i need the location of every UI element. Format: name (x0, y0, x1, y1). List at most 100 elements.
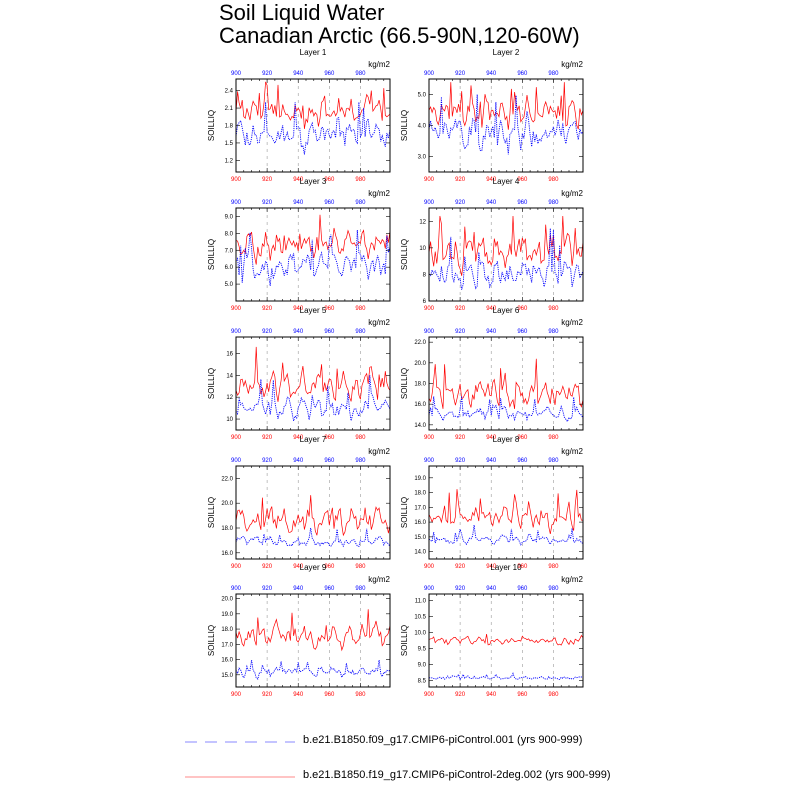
layer-5-series-red (235, 346, 391, 402)
layer-3-xtick-label-bottom: 900 (231, 306, 242, 312)
layer-2-xtick-label-bottom: 980 (548, 177, 559, 183)
layer-8-xtick-label-bottom: 940 (486, 564, 497, 570)
layer-5-xtick-label-top: 980 (355, 329, 366, 335)
layer-3-panel-title: Layer 3 (300, 177, 327, 186)
layer-8-ytick-label: 14.0 (414, 550, 426, 556)
layer-2-xtick-label-top: 920 (455, 71, 466, 77)
layer-2-xtick-label-bottom: 900 (424, 177, 435, 183)
layer-7-ylabel: SOILLIQ (207, 497, 216, 528)
layer-7-xtick-label-top: 960 (324, 458, 335, 464)
layer-1-xtick-label-bottom: 980 (355, 177, 366, 183)
layer-4-ytick-label: 6 (423, 299, 427, 305)
layer-1-xtick-label-bottom: 920 (262, 177, 273, 183)
layer-5-xtick-label-top: 900 (231, 329, 242, 335)
layer-5-ytick-label: 14 (226, 373, 233, 379)
layer-3-xtick-label-top: 960 (324, 200, 335, 206)
layer-10-xtick-label-bottom: 960 (517, 692, 528, 698)
layer-6-series-red (428, 358, 584, 409)
layer-9-ytick-label: 16.0 (221, 658, 233, 664)
layer-5-series-blue (235, 375, 391, 422)
layer-9-xtick-label-bottom: 920 (262, 692, 273, 698)
layer-6-xtick-label-top: 980 (548, 329, 559, 335)
layer-2-xtick-label-top: 960 (517, 71, 528, 77)
layer-3-xtick-label-bottom: 980 (355, 306, 366, 312)
layer-4-ytick-label: 12 (419, 219, 426, 225)
layer-1-xtick-label-top: 940 (293, 71, 304, 77)
layer-1-ytick-label: 1.5 (225, 141, 234, 147)
layer-4-xtick-label-top: 920 (455, 200, 466, 206)
layer-8-panel-title: Layer 8 (493, 435, 520, 444)
layer-4-units-label: kg/m2 (561, 189, 583, 198)
layer-9-plot-frame (235, 593, 391, 688)
layer-5-panel-title: Layer 5 (300, 306, 327, 315)
layer-4-xtick-label-bottom: 920 (455, 306, 466, 312)
layer-10-panel-title: Layer 10 (490, 563, 522, 572)
layer-6-ytick-label: 22.0 (414, 340, 426, 346)
layer-8-ytick-label: 15.0 (414, 535, 426, 541)
layer-3-ytick-label: 9.0 (225, 214, 234, 220)
layer-1-xtick-label-bottom: 940 (293, 177, 304, 183)
layer-4-series-red (428, 215, 584, 276)
layer-2-xtick-label-top: 980 (548, 71, 559, 77)
layer-9-xtick-label-top: 960 (324, 586, 335, 592)
layer-3-xtick-label-top: 920 (262, 200, 273, 206)
layer-8-ytick-label: 16.0 (414, 520, 426, 526)
layer-7-xtick-label-top: 980 (355, 458, 366, 464)
layer-2-ylabel: SOILLIQ (400, 110, 409, 141)
layer-6-series-blue (428, 396, 584, 423)
layer-1-xtick-label-bottom: 900 (231, 177, 242, 183)
layer-7-xtick-label-bottom: 900 (231, 564, 242, 570)
layer-10-xtick-label-top: 920 (455, 586, 466, 592)
layer-2-plot-frame (428, 78, 584, 173)
layer-9-ytick-label: 15.0 (221, 673, 233, 679)
layer-1-panel-title: Layer 1 (300, 48, 327, 57)
layer-10-xtick-label-bottom: 940 (486, 692, 497, 698)
layer-8-ytick-label: 17.0 (414, 505, 426, 511)
layer-3-units-label: kg/m2 (368, 189, 390, 198)
layer-8-xtick-label-bottom: 920 (455, 564, 466, 570)
layer-5-xtick-label-bottom: 920 (262, 435, 273, 441)
layer-6-xtick-label-bottom: 940 (486, 435, 497, 441)
layer-10-xtick-label-bottom: 900 (424, 692, 435, 698)
layer-5-xtick-label-bottom: 900 (231, 435, 242, 441)
layer-6-ytick-label: 18.0 (414, 382, 426, 388)
layer-7-ytick-label: 22.0 (221, 476, 233, 482)
layer-10-ytick-label: 11.0 (415, 598, 427, 604)
layer-8-units-label: kg/m2 (561, 447, 583, 456)
layer-9-series-blue (235, 660, 391, 680)
layer-1-series-blue (235, 102, 391, 155)
layer-10-xtick-label-top: 980 (548, 586, 559, 592)
layer-9-xtick-label-bottom: 900 (231, 692, 242, 698)
layer-2-series-blue (428, 94, 584, 155)
layer-10-series-red (428, 634, 584, 646)
layer-2-ytick-label: 4.0 (418, 124, 427, 130)
layer-7-xtick-label-bottom: 960 (324, 564, 335, 570)
layer-6-xtick-label-top: 920 (455, 329, 466, 335)
layer-6-xtick-label-bottom: 900 (424, 435, 435, 441)
layer-6-xtick-label-bottom: 980 (548, 435, 559, 441)
layer-5-xtick-label-top: 960 (324, 329, 335, 335)
chart-title-line2: Canadian Arctic (66.5-90N,120-60W) (219, 23, 580, 48)
layer-6-xtick-label-top: 940 (486, 329, 497, 335)
layer-5-xtick-label-bottom: 960 (324, 435, 335, 441)
chart-title-line1: Soil Liquid Water (219, 0, 385, 25)
layer-5-ytick-label: 10 (226, 417, 233, 423)
layer-2-xtick-label-top: 940 (486, 71, 497, 77)
layer-5-xtick-label-top: 920 (262, 329, 273, 335)
layer-9-ytick-label: 19.0 (221, 612, 233, 618)
legend-label-blue: b.e21.B1850.f09_g17.CMIP6-piControl.001 … (303, 734, 583, 746)
layer-3-ytick-label: 8.0 (225, 231, 234, 237)
layer-8-xtick-label-bottom: 960 (517, 564, 528, 570)
layer-10-ytick-label: 10.5 (414, 614, 426, 620)
legend-label-red: b.e21.B1850.f19_g17.CMIP6-piControl-2deg… (303, 769, 611, 781)
layer-10-xtick-label-top: 940 (486, 586, 497, 592)
layer-4-ylabel: SOILLIQ (400, 239, 409, 270)
layer-6-ytick-label: 20.0 (414, 361, 426, 367)
layer-6-ytick-label: 16.0 (414, 402, 426, 408)
layer-7-xtick-label-top: 920 (262, 458, 273, 464)
layer-5-ylabel: SOILLIQ (207, 368, 216, 399)
layer-10-ylabel: SOILLIQ (400, 625, 409, 656)
layer-4-xtick-label-top: 960 (517, 200, 528, 206)
layer-1-xtick-label-bottom: 960 (324, 177, 335, 183)
layer-3-ytick-label: 5.0 (225, 282, 234, 288)
